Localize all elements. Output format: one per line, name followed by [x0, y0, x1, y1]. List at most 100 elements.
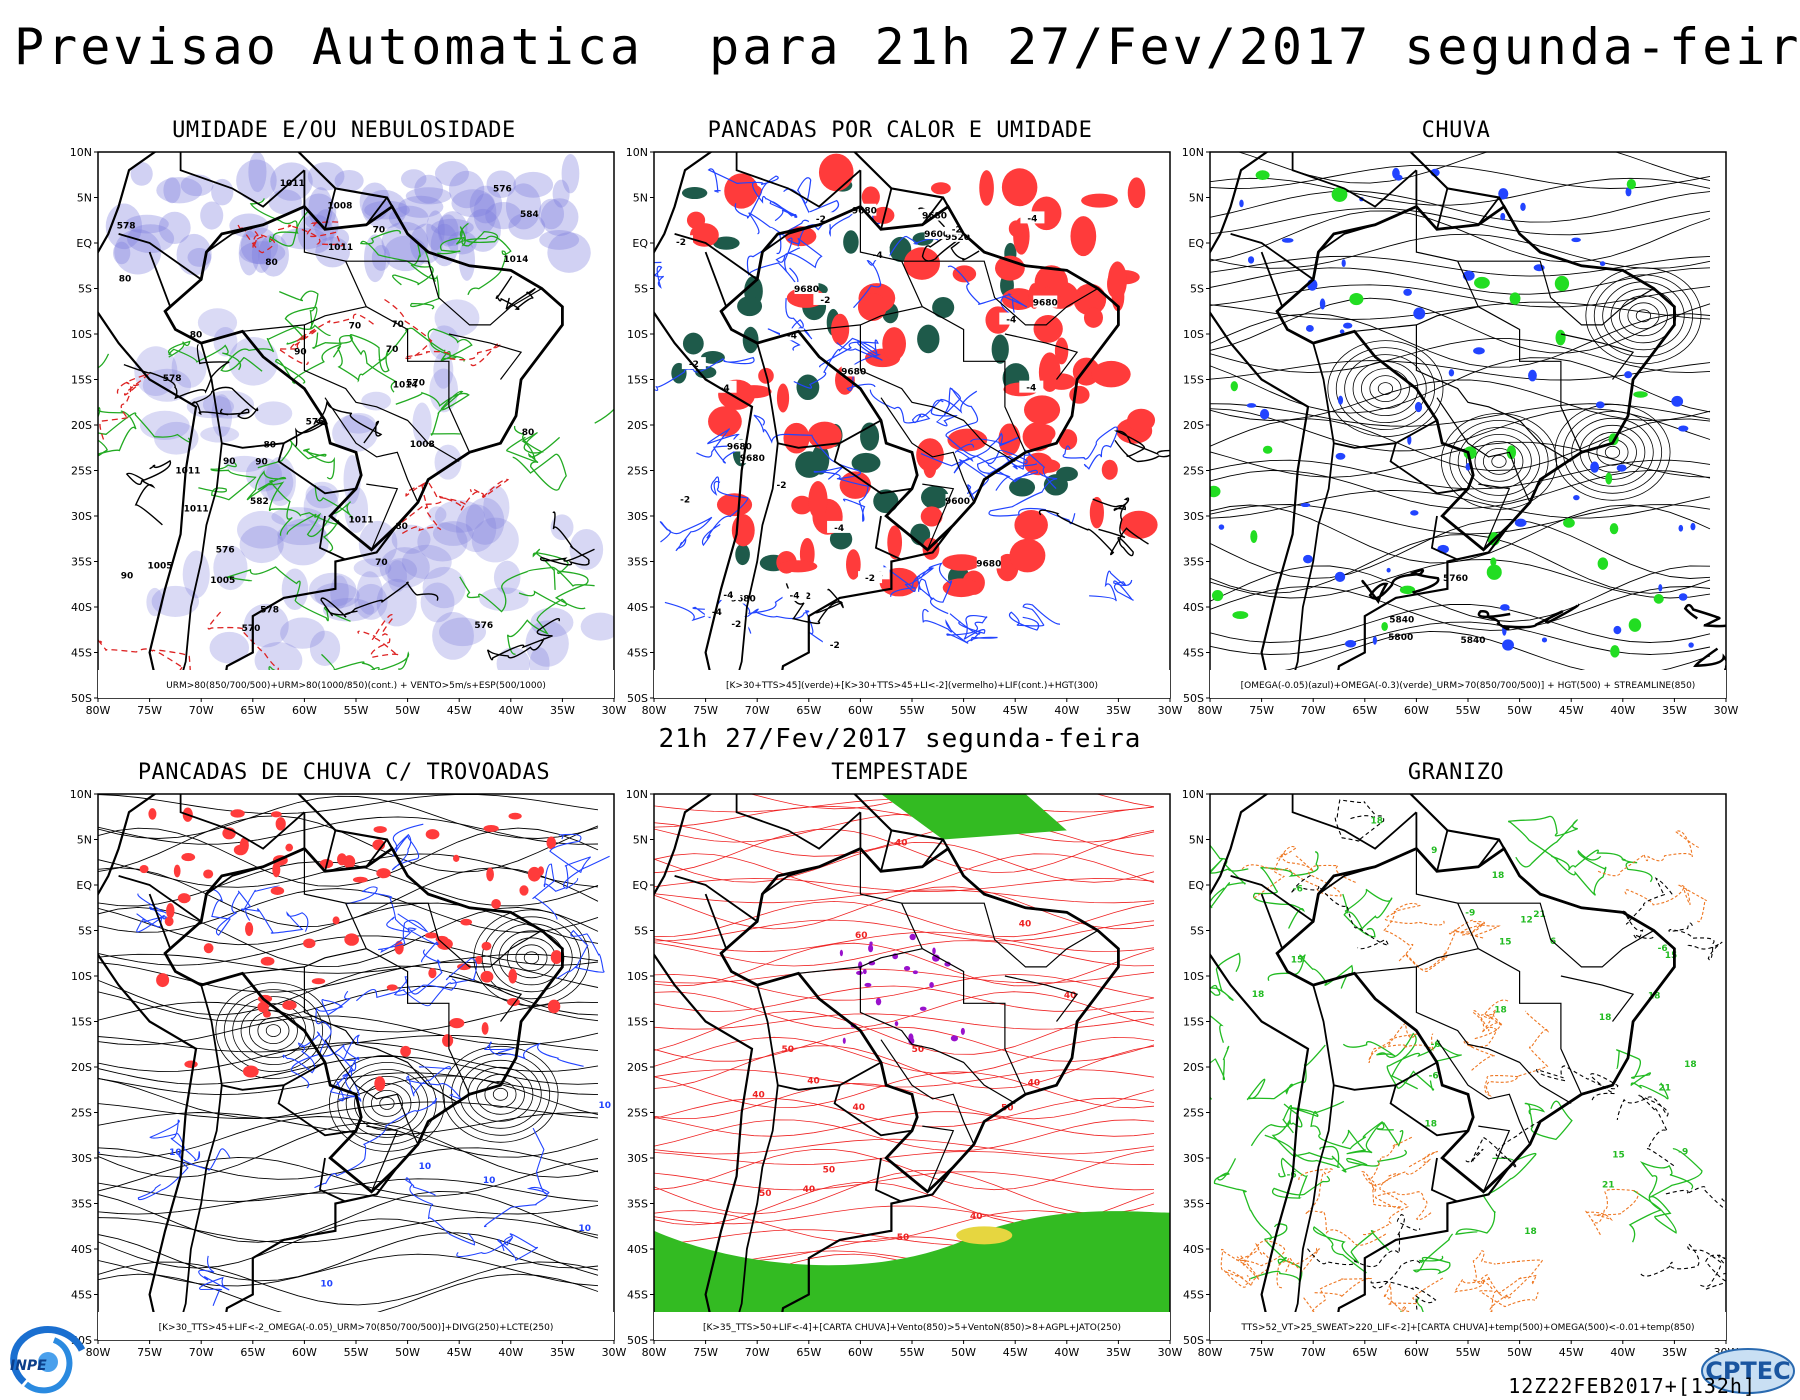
streamline — [1210, 338, 1711, 374]
humidity-area — [437, 211, 468, 247]
streamline — [1210, 603, 1711, 643]
wind-streamline — [654, 1036, 1155, 1075]
wind-streamline — [654, 940, 1155, 967]
storm-area — [442, 1034, 454, 1047]
temp-contour — [1246, 1044, 1326, 1101]
lat-label: 45S — [627, 1289, 648, 1302]
pressure-contour — [539, 511, 595, 566]
wind-streamline — [654, 1119, 1155, 1152]
lon-label: 50W — [395, 1346, 420, 1359]
li-index-area — [716, 493, 753, 517]
legend-text: [K>35_TTS>50+LIF<-4]+[CARTA CHUVA]+Vento… — [703, 1323, 1121, 1333]
middle-date-title: 21h 27/Fev/2017 segunda-feira — [658, 724, 1142, 754]
humidity-contour — [395, 390, 470, 436]
humidity-contour — [459, 566, 595, 613]
humidity-area — [401, 544, 452, 580]
humidity-contour — [98, 412, 191, 457]
omega-contour — [1225, 1242, 1271, 1287]
humidity-area — [539, 230, 580, 250]
contour-label: 50 — [823, 1165, 836, 1175]
contour-label-bg — [712, 380, 737, 393]
country-border — [1477, 838, 1500, 868]
divergence-contour — [330, 1034, 360, 1097]
lon-label: 65W — [796, 1346, 821, 1359]
lif-contour — [751, 180, 798, 222]
storm-area — [400, 1045, 411, 1057]
lif-contour — [654, 356, 755, 391]
streamline — [98, 1192, 599, 1215]
li-index-area — [887, 525, 903, 560]
country-border — [200, 984, 326, 1091]
omega-area — [1403, 288, 1412, 296]
omega-strong-area — [1399, 585, 1416, 595]
contour-label: 10 — [419, 1162, 432, 1172]
temp-contour — [1551, 849, 1653, 883]
state-border — [859, 324, 1016, 462]
streamline-vortex — [492, 1087, 509, 1101]
omega-area — [1319, 298, 1326, 310]
thickness-contour — [99, 373, 150, 440]
humidity-area — [371, 244, 391, 271]
storm-area — [166, 903, 175, 919]
pressure-contour — [486, 618, 561, 661]
lat-label: 5S — [1190, 925, 1204, 938]
state-border — [1436, 397, 1531, 503]
humidity-area — [513, 171, 554, 198]
contour-label: 18 — [1492, 871, 1505, 881]
k-index-area — [681, 186, 708, 200]
humidity-area — [391, 524, 431, 554]
contour-label: 9680 — [1033, 299, 1058, 309]
omega-area — [1343, 322, 1353, 329]
omega-strong-area — [1626, 179, 1636, 190]
lon-label: 30W — [1158, 704, 1183, 717]
humidity-area — [271, 507, 324, 527]
humidity-area — [239, 525, 284, 564]
omega-area — [1247, 256, 1255, 264]
map-pancadas-trovoadas: 10 10 10 10 10 10 [K>30_TTS>45+LIF<-2_OMEGA(-0… — [70, 788, 627, 1359]
humidity-area — [200, 201, 224, 230]
contour-label-bg — [716, 587, 741, 600]
contour-label: -6 — [1658, 944, 1668, 954]
lat-label: 20S — [627, 1061, 648, 1074]
omega-area — [1690, 522, 1696, 531]
lat-label: 35S — [71, 1198, 92, 1211]
state-border — [366, 483, 399, 550]
panel-granizo: GRANIZO 18 15 18 21 18 18 15 18 21 15 15 18 18 21 -6 -6… — [1166, 760, 1746, 1380]
lat-label: 50S — [1183, 1334, 1204, 1347]
omega-area — [1573, 495, 1580, 501]
contour-label: -4 — [712, 608, 722, 618]
omega-area — [1300, 502, 1311, 508]
humidity-area — [314, 582, 360, 609]
li-index-area — [903, 247, 941, 280]
temp500-contour — [1307, 1213, 1421, 1268]
omega-area — [1410, 510, 1419, 516]
lon-label: 55W — [344, 704, 369, 717]
inpe-logo-text: INPE — [10, 1358, 47, 1374]
omega-contour — [1474, 999, 1510, 1040]
storm-area — [181, 853, 196, 862]
lon-label: 80W — [1198, 704, 1223, 717]
streamline — [98, 1042, 599, 1072]
streamline-vortex — [476, 1073, 525, 1115]
humidity-contour — [506, 590, 568, 655]
lon-label: 55W — [900, 704, 925, 717]
country-border — [1435, 830, 1479, 873]
country-border — [1230, 223, 1376, 281]
lif-contour — [946, 614, 988, 644]
lat-label: 45S — [1183, 1289, 1204, 1302]
divergence-contour — [291, 1043, 362, 1103]
map-content: 50 50 50 50 50 50 40 40 40 40 40 40 40 60 40 40 — [654, 794, 1170, 1340]
temp-contour — [1342, 1032, 1418, 1090]
legend-box — [654, 670, 1170, 698]
contour-label: 40 — [1019, 920, 1032, 930]
state-border — [859, 966, 1016, 1104]
li-index-area — [846, 549, 861, 580]
contour-label: 18 — [1684, 1060, 1697, 1070]
lon-label: 35W — [1106, 704, 1131, 717]
lon-label: 60W — [292, 704, 317, 717]
lon-label: 40W — [1610, 1346, 1635, 1359]
lon-label: 80W — [86, 704, 111, 717]
k-index-area — [829, 528, 853, 550]
omega-contour — [1361, 1150, 1438, 1236]
humidity-contour — [437, 222, 499, 255]
